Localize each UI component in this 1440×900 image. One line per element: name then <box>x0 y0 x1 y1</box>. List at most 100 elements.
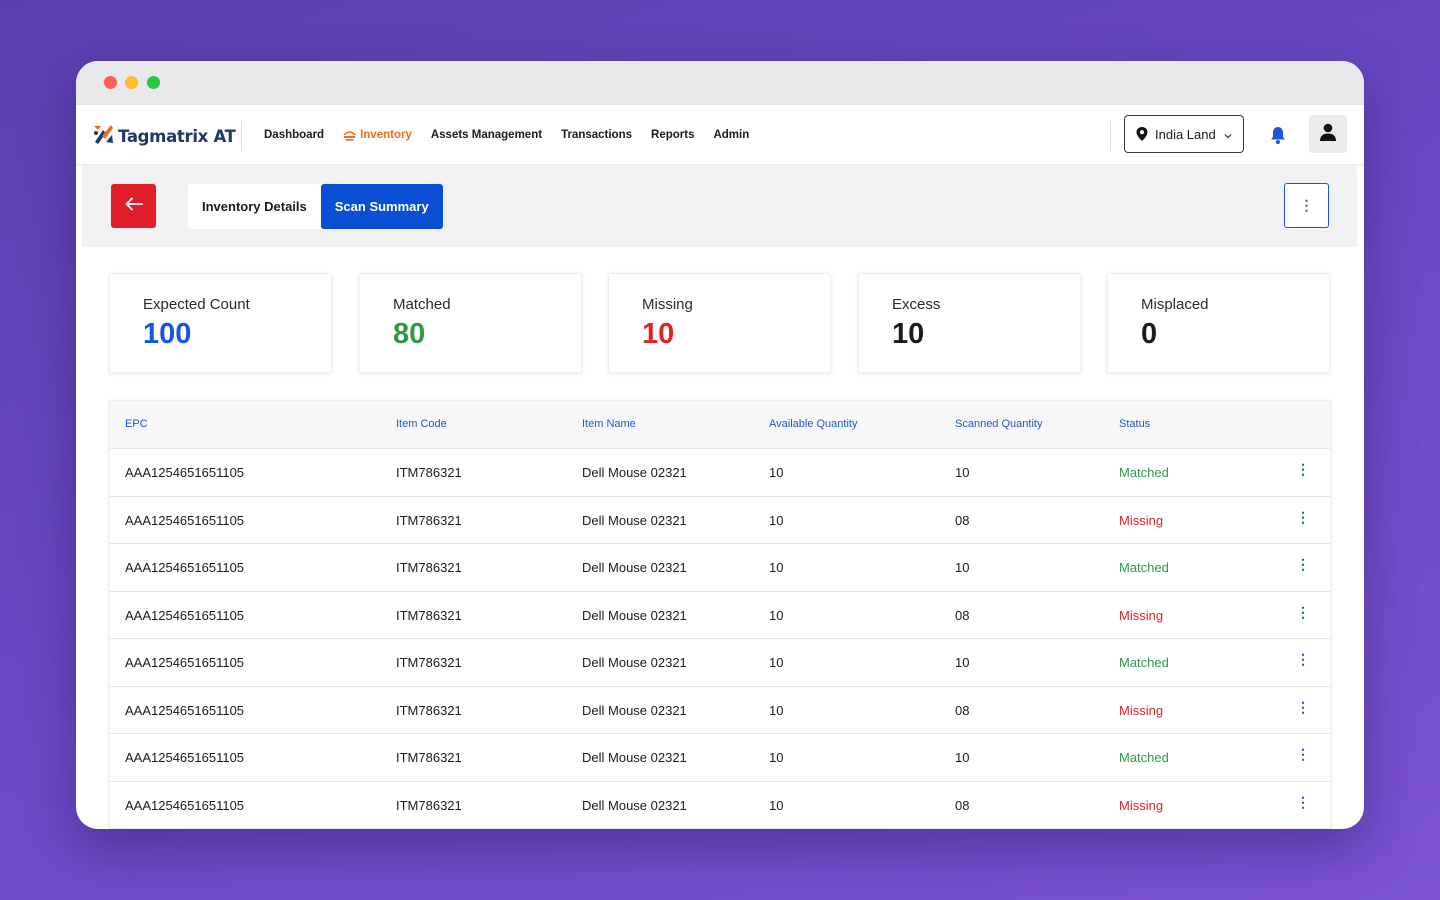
vertical-dots-icon: ⋮ <box>1296 508 1310 525</box>
available-quantity-cell: 10 <box>769 607 784 623</box>
nav-inventory-label: Inventory <box>360 129 412 141</box>
location-select[interactable]: India Land <box>1124 115 1244 153</box>
table-row[interactable]: AAA1254651651105 ITM786321 Dell Mouse 0232… <box>110 734 1330 782</box>
row-menu-button[interactable]: ⋮ <box>1296 556 1310 573</box>
column-header-status[interactable]: Status <box>1119 418 1151 430</box>
card-value: 0 <box>1141 318 1158 350</box>
epc-cell: AAA1254651651105 <box>125 607 245 623</box>
available-quantity-cell: 10 <box>769 702 784 718</box>
column-header-item-name[interactable]: Item Name <box>582 418 636 430</box>
arrow-left-icon <box>124 197 144 216</box>
status-cell: Matched <box>1119 655 1169 670</box>
vertical-dots-icon: ⋮ <box>1296 746 1310 762</box>
item-name-cell: Dell Mouse 02321 <box>582 512 687 528</box>
nav-admin-label: Admin <box>713 129 750 141</box>
summary-card-missing: Missing 10 <box>608 273 831 373</box>
item-code-cell: ITM786321 <box>396 750 462 765</box>
table-row[interactable]: AAA1254651651105 ITM786321 Dell Mouse 0232… <box>110 687 1330 734</box>
view-tabs: Inventory Details Scan Summary <box>188 184 443 229</box>
status-cell: Missing <box>1119 797 1164 813</box>
nav-assets-management[interactable]: Assets Management <box>431 129 542 141</box>
brand-logo[interactable]: Tagmatrix AT <box>91 123 236 149</box>
nav-reports[interactable]: Reports <box>651 129 694 141</box>
available-quantity-cell: 10 <box>769 465 784 480</box>
epc-cell: AAA1254651651105 <box>125 750 245 765</box>
table-row[interactable]: AAA1254651651105 ITM786321 Dell Mouse 0232… <box>110 449 1330 497</box>
table-row[interactable]: AAA1254651651105 ITM786321 Dell Mouse 0232… <box>110 497 1330 544</box>
column-header-epc[interactable]: EPC <box>125 418 148 430</box>
nav-transactions[interactable]: Transactions <box>561 129 632 141</box>
status-cell: Matched <box>1119 465 1169 480</box>
scanned-quantity-cell: 10 <box>955 560 970 575</box>
item-name-cell: Dell Mouse 02321 <box>582 465 687 480</box>
table-header: EPC Item Code Item Name Available Quanti… <box>110 401 1330 449</box>
nav-inventory[interactable]: Inventory <box>343 129 412 141</box>
bell-icon[interactable] <box>1269 125 1287 145</box>
status-cell: Matched <box>1119 750 1169 765</box>
available-quantity-cell: 10 <box>769 797 784 813</box>
card-label: Matched <box>393 296 451 313</box>
item-name-cell: Dell Mouse 02321 <box>582 655 687 670</box>
item-name-cell: Dell Mouse 02321 <box>582 607 687 623</box>
row-menu-button[interactable]: ⋮ <box>1296 604 1310 621</box>
table-row[interactable]: AAA1254651651105 ITM786321 Dell Mouse 0232… <box>110 544 1330 592</box>
row-menu-button[interactable]: ⋮ <box>1296 509 1310 526</box>
close-window-button[interactable] <box>104 76 117 89</box>
scanned-quantity-cell: 08 <box>955 797 970 813</box>
nav-admin[interactable]: Admin <box>713 129 749 141</box>
epc-cell: AAA1254651651105 <box>125 797 245 813</box>
scanned-quantity-cell: 08 <box>955 607 970 623</box>
profile-button[interactable] <box>1309 115 1347 153</box>
column-header-scanned-quantity[interactable]: Scanned Quantity <box>955 418 1043 430</box>
nav-reports-label: Reports <box>651 129 695 141</box>
epc-cell: AAA1254651651105 <box>125 702 245 718</box>
card-value: 100 <box>143 318 192 350</box>
maximize-window-button[interactable] <box>147 76 160 89</box>
minimize-window-button[interactable] <box>125 76 138 89</box>
card-label: Excess <box>892 296 941 313</box>
table-row[interactable]: AAA1254651651105 ITM786321 Dell Mouse 0232… <box>110 592 1330 639</box>
status-cell: Matched <box>1119 560 1169 575</box>
nav-dashboard[interactable]: Dashboard <box>264 129 324 141</box>
summary-cards: Expected Count 100 Matched 80 Missing 10… <box>109 273 1331 373</box>
item-code-cell: ITM786321 <box>396 797 462 813</box>
inventory-icon <box>343 129 356 141</box>
back-button[interactable] <box>111 184 156 228</box>
vertical-dots-icon: ⋮ <box>1299 197 1314 213</box>
available-quantity-cell: 10 <box>769 655 784 670</box>
epc-cell: AAA1254651651105 <box>125 655 245 670</box>
more-options-button[interactable]: ⋮ <box>1284 183 1329 228</box>
window-titlebar <box>76 61 1364 105</box>
nav-assets-management-label: Assets Management <box>430 129 543 141</box>
scanned-quantity-cell: 10 <box>955 655 970 670</box>
nav-dashboard-label: Dashboard <box>264 129 325 141</box>
row-menu-button[interactable]: ⋮ <box>1296 699 1310 716</box>
scanned-quantity-cell: 10 <box>955 750 970 765</box>
item-code-cell: ITM786321 <box>396 655 462 670</box>
available-quantity-cell: 10 <box>769 750 784 765</box>
row-menu-button[interactable]: ⋮ <box>1296 461 1310 478</box>
epc-cell: AAA1254651651105 <box>125 465 245 480</box>
tab-scan-summary[interactable]: Scan Summary <box>320 184 443 229</box>
column-header-available-quantity[interactable]: Available Quantity <box>769 418 858 430</box>
card-value: 80 <box>393 318 426 350</box>
available-quantity-cell: 10 <box>769 560 784 575</box>
table-row[interactable]: AAA1254651651105 ITM786321 Dell Mouse 0232… <box>110 782 1330 829</box>
row-menu-button[interactable]: ⋮ <box>1296 794 1310 811</box>
item-code-cell: ITM786321 <box>396 607 462 623</box>
card-value: 10 <box>892 318 925 350</box>
location-value: India Land <box>1155 126 1216 142</box>
top-navbar: Tagmatrix AT Dashboard Inventory Assets … <box>76 105 1364 165</box>
tab-inventory-details[interactable]: Inventory Details <box>202 199 307 214</box>
row-menu-button[interactable]: ⋮ <box>1296 651 1310 668</box>
table-row[interactable]: AAA1254651651105 ITM786321 Dell Mouse 0232… <box>110 639 1330 687</box>
row-menu-button[interactable]: ⋮ <box>1296 746 1310 763</box>
item-name-cell: Dell Mouse 02321 <box>582 560 687 575</box>
table-body: AAA1254651651105 ITM786321 Dell Mouse 0232… <box>110 449 1330 829</box>
item-name-cell: Dell Mouse 02321 <box>582 750 687 765</box>
vertical-dots-icon: ⋮ <box>1296 603 1310 620</box>
vertical-dots-icon: ⋮ <box>1296 556 1310 572</box>
location-pin-icon <box>1135 126 1149 142</box>
chevron-down-icon <box>1224 127 1232 142</box>
column-header-item-code[interactable]: Item Code <box>396 418 447 430</box>
